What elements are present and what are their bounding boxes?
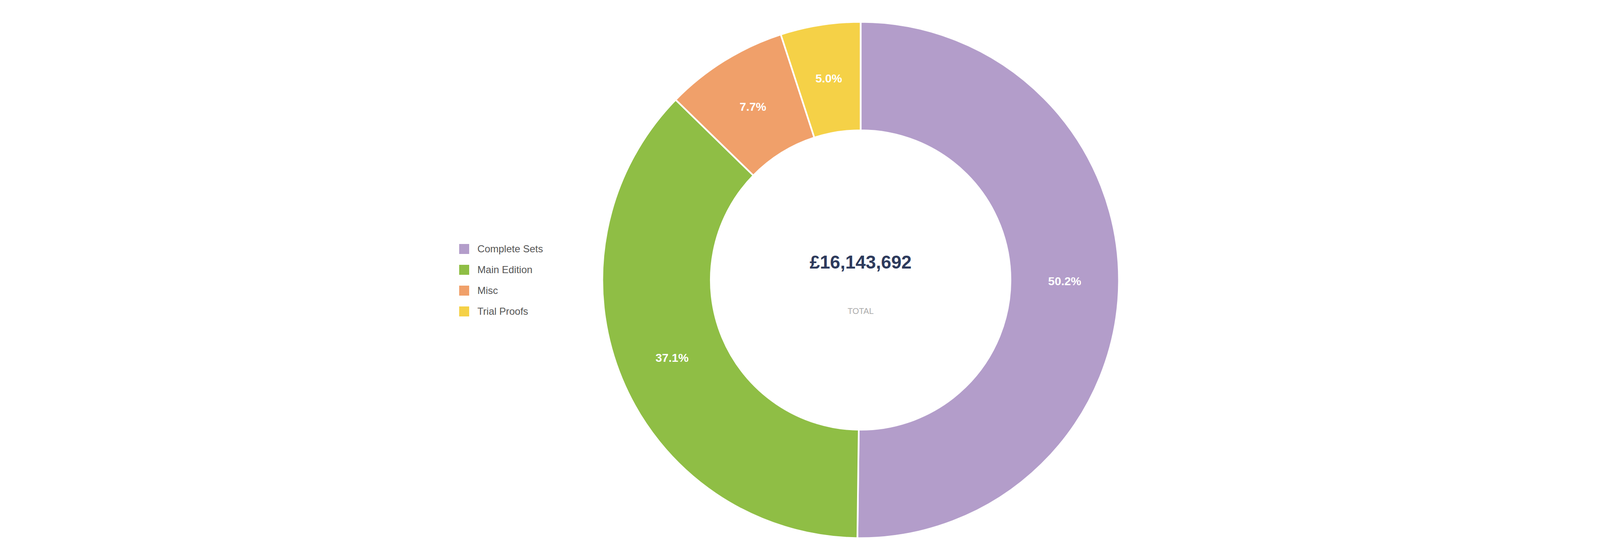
svg-text:7.7%: 7.7% xyxy=(739,100,767,114)
svg-text:TOTAL: TOTAL xyxy=(847,306,874,316)
svg-text:37.1%: 37.1% xyxy=(655,351,689,365)
html-text:Main Edition: Main Edition xyxy=(477,263,533,276)
html-text:Complete Sets: Complete Sets xyxy=(477,243,543,255)
svg-text:50.2%: 50.2% xyxy=(1048,275,1082,288)
html-text:Trial Proofs: Trial Proofs xyxy=(477,305,529,317)
html-text:Misc: Misc xyxy=(477,284,498,297)
svg-text:5.0%: 5.0% xyxy=(815,72,843,85)
svg-text:£16,143,692: £16,143,692 xyxy=(809,252,912,273)
